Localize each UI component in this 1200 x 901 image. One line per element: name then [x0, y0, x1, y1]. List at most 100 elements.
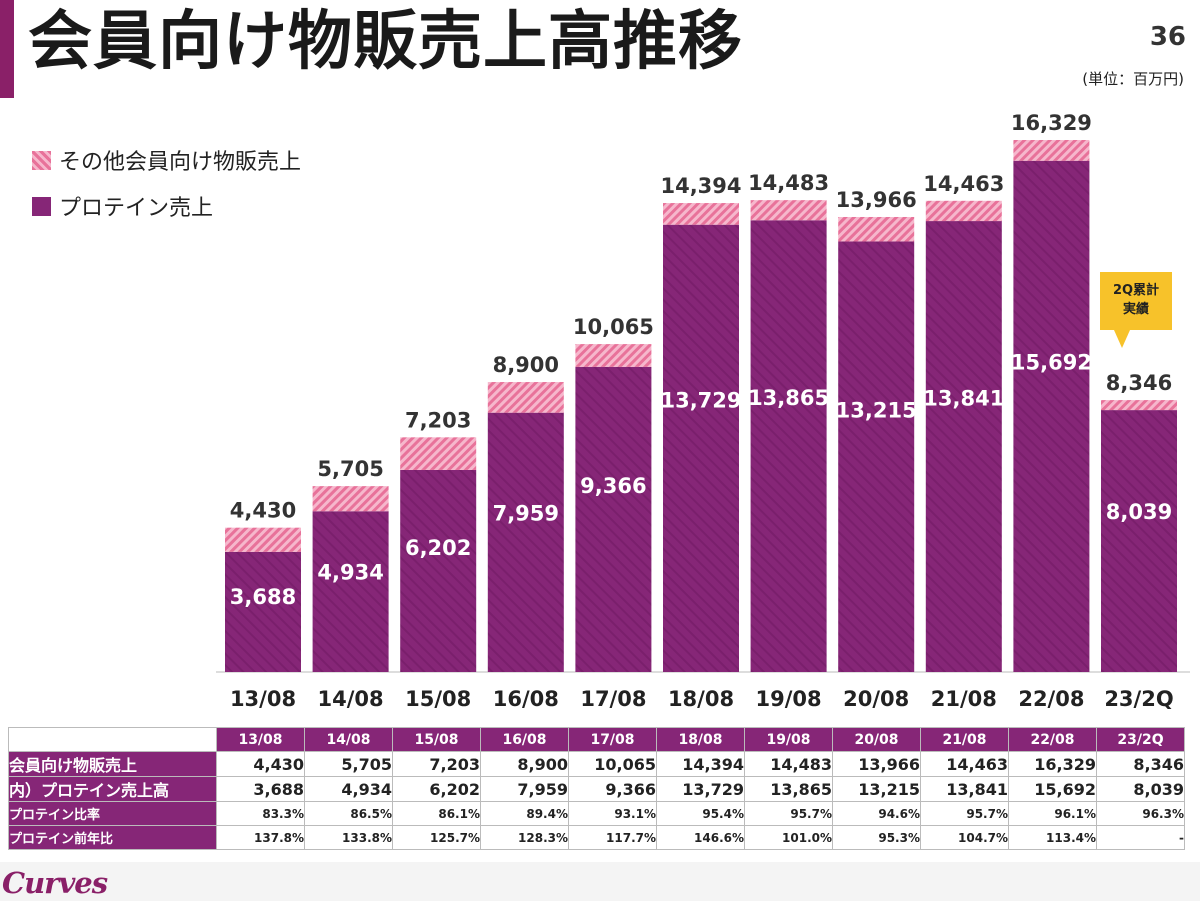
table-row: 会員向け物販売上 4,430 5,705 7,203 8,900 10,065 14,394…	[8, 751, 1185, 777]
x-tick-label: 18/08	[668, 687, 734, 711]
table-cell: 93.1%	[568, 801, 657, 826]
table-cell: 89.4%	[480, 801, 569, 826]
table-row-header: 会員向け物販売上	[8, 751, 217, 777]
total-label: 14,463	[923, 172, 1004, 196]
table-row-header: プロテイン前年比	[8, 825, 217, 850]
bar-protein	[838, 241, 915, 672]
table-cell: 13,215	[832, 776, 921, 802]
table-cell: 7,959	[480, 776, 569, 802]
bar-other	[663, 203, 739, 225]
bar-protein	[312, 511, 389, 672]
table-row: プロテイン前年比 137.8% 133.8% 125.7% 128.3% 117.7% 14…	[8, 825, 1185, 850]
table-cell: 137.8%	[216, 825, 305, 850]
bar-other	[838, 216, 915, 242]
legend-item-other: その他会員向け物販売上	[32, 146, 301, 175]
table-column-header: 16/08	[480, 727, 569, 752]
table-cell: 95.4%	[656, 801, 745, 826]
protein-label: 6,202	[405, 536, 471, 560]
x-tick-label: 21/08	[931, 687, 997, 711]
footer-band	[0, 862, 1200, 901]
table-row: プロテイン比率 83.3% 86.5% 86.1% 89.4% 93.1% 95.4% 95.…	[8, 801, 1185, 826]
protein-label: 9,366	[580, 474, 646, 498]
legend-item-protein: プロテイン売上	[32, 192, 301, 221]
table-cell: 3,688	[216, 776, 305, 802]
table-cell: 95.7%	[744, 801, 833, 826]
table-cell: 117.7%	[568, 825, 657, 850]
table-cell: 9,366	[568, 776, 657, 802]
chart-legend: その他会員向け物販売上 プロテイン売上	[32, 146, 301, 238]
protein-label: 13,215	[836, 399, 917, 423]
bar-other	[1013, 140, 1090, 161]
table-cell: 86.5%	[304, 801, 393, 826]
total-label: 8,900	[493, 353, 559, 377]
table-corner	[8, 727, 217, 752]
table-column-header: 23/2Q	[1096, 727, 1185, 752]
table-header-row: 13/08 14/08 15/08 16/08 17/08 18/08 19/08 20/08…	[8, 727, 1185, 752]
table-cell: 10,065	[568, 751, 657, 777]
table-cell: 95.7%	[920, 801, 1009, 826]
x-tick-label: 15/08	[405, 687, 471, 711]
table-column-header: 20/08	[832, 727, 921, 752]
table-column-header: 18/08	[656, 727, 745, 752]
x-tick-label: 14/08	[318, 687, 384, 711]
bar-other	[400, 437, 477, 470]
protein-label: 7,959	[493, 501, 559, 525]
page-number: 36	[1149, 22, 1186, 52]
x-tick-label: 17/08	[580, 687, 646, 711]
table-cell: 125.7%	[392, 825, 481, 850]
legend-swatch-protein	[32, 196, 51, 216]
table-cell: 13,966	[832, 751, 921, 777]
table-cell: 8,346	[1096, 751, 1185, 777]
bar-protein	[1013, 160, 1090, 672]
table-cell: 8,039	[1096, 776, 1185, 802]
table-cell: 94.6%	[832, 801, 921, 826]
table-cell: 133.8%	[304, 825, 393, 850]
bar-protein	[400, 469, 477, 672]
total-label: 4,430	[230, 499, 296, 523]
table-cell: 83.3%	[216, 801, 305, 826]
x-tick-label: 13/08	[230, 687, 296, 711]
protein-label: 15,692	[1011, 350, 1092, 374]
bar-protein	[575, 366, 652, 672]
protein-label: 13,865	[748, 386, 829, 410]
total-label: 13,966	[836, 188, 917, 212]
x-tick-label: 16/08	[493, 687, 559, 711]
table-cell: 8,900	[480, 751, 569, 777]
table-cell: 95.3%	[832, 825, 921, 850]
table-cell: 16,329	[1008, 751, 1097, 777]
table-cell: 96.3%	[1096, 801, 1185, 826]
protein-label: 3,688	[230, 585, 296, 609]
table-cell: 14,394	[656, 751, 745, 777]
data-table: 13/08 14/08 15/08 16/08 17/08 18/08 19/08 20/08…	[8, 727, 1185, 850]
total-label: 16,329	[1011, 111, 1092, 135]
page-title: 会員向け物販売上高推移	[28, 5, 743, 79]
x-tick-label: 20/08	[843, 687, 909, 711]
protein-label: 13,841	[923, 386, 1004, 410]
total-label: 7,203	[405, 408, 471, 432]
table-cell: 15,692	[1008, 776, 1097, 802]
bar-other	[225, 527, 301, 552]
table-cell: 7,203	[392, 751, 481, 777]
x-tick-label: 22/08	[1018, 687, 1084, 711]
table-cell: 14,463	[920, 751, 1009, 777]
total-label: 14,483	[748, 171, 829, 195]
protein-label: 4,934	[317, 561, 383, 585]
table-cell: 13,729	[656, 776, 745, 802]
table-cell: 5,705	[304, 751, 393, 777]
bar-protein	[1101, 410, 1177, 672]
bar-other	[312, 486, 389, 512]
bar-protein	[225, 551, 301, 672]
bar-protein	[750, 220, 827, 673]
x-tick-label: 23/2Q	[1104, 687, 1173, 711]
table-cell: 104.7%	[920, 825, 1009, 850]
bar-protein	[925, 221, 1002, 673]
table-column-header: 21/08	[920, 727, 1009, 752]
table-cell: 113.4%	[1008, 825, 1097, 850]
total-label: 14,394	[660, 174, 741, 198]
bar-other	[575, 344, 652, 367]
title-accent-bar	[0, 0, 14, 98]
bar-other	[925, 200, 1002, 222]
table-row: 内）プロテイン売上高 3,688 4,934 6,202 7,959 9,366 13,72…	[8, 776, 1185, 802]
callout-arrow	[1114, 330, 1130, 348]
table-column-header: 17/08	[568, 727, 657, 752]
